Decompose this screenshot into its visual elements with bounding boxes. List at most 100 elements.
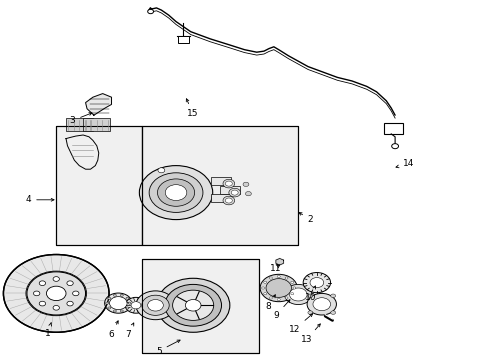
Text: 9: 9 (273, 300, 289, 320)
Text: 15: 15 (186, 99, 199, 118)
Circle shape (289, 288, 306, 301)
Circle shape (228, 188, 240, 197)
Circle shape (285, 277, 287, 279)
Circle shape (391, 144, 398, 149)
Circle shape (126, 307, 129, 309)
Bar (56, 126, 142, 245)
Circle shape (309, 278, 323, 288)
Bar (83, 118, 110, 131)
Text: 1: 1 (45, 323, 51, 338)
Bar (142, 259, 259, 353)
Text: 5: 5 (156, 340, 180, 356)
Circle shape (223, 179, 234, 188)
Circle shape (27, 272, 85, 315)
Bar (56, 126, 142, 245)
Circle shape (120, 310, 123, 312)
Text: 6: 6 (108, 321, 118, 338)
Circle shape (104, 293, 132, 313)
Circle shape (142, 295, 169, 315)
Circle shape (67, 301, 73, 306)
Circle shape (158, 168, 164, 173)
Circle shape (165, 185, 186, 201)
Circle shape (185, 300, 201, 311)
Circle shape (125, 297, 146, 313)
Circle shape (147, 9, 153, 14)
Circle shape (164, 284, 221, 326)
Circle shape (330, 311, 335, 314)
Circle shape (292, 287, 295, 289)
Circle shape (46, 286, 66, 301)
Circle shape (307, 294, 312, 298)
Circle shape (107, 297, 110, 299)
Circle shape (269, 297, 272, 299)
Circle shape (128, 302, 131, 304)
Circle shape (113, 310, 116, 312)
Circle shape (149, 173, 203, 212)
Circle shape (263, 281, 266, 283)
Circle shape (39, 281, 45, 285)
Circle shape (290, 293, 293, 295)
Bar (384, 123, 402, 134)
Circle shape (136, 291, 175, 320)
Circle shape (225, 181, 232, 186)
Circle shape (303, 273, 330, 293)
Circle shape (260, 274, 297, 302)
Text: 13: 13 (301, 324, 320, 343)
Circle shape (120, 294, 123, 296)
Bar (211, 194, 230, 202)
Circle shape (285, 297, 287, 299)
Text: 7: 7 (125, 323, 134, 338)
Circle shape (113, 294, 116, 296)
Circle shape (72, 291, 79, 296)
Circle shape (156, 278, 229, 332)
Bar (211, 177, 230, 185)
Circle shape (131, 302, 141, 309)
Bar (142, 259, 259, 353)
Circle shape (245, 192, 251, 196)
Circle shape (3, 255, 109, 332)
Circle shape (265, 279, 291, 297)
Circle shape (312, 298, 330, 311)
Circle shape (109, 297, 127, 310)
Circle shape (306, 293, 336, 315)
Text: 12: 12 (288, 314, 312, 334)
Circle shape (277, 275, 280, 278)
Circle shape (39, 301, 45, 306)
Circle shape (107, 307, 110, 309)
Circle shape (263, 293, 266, 295)
Text: 10: 10 (304, 286, 316, 302)
Text: 14: 14 (395, 159, 413, 168)
Bar (220, 186, 239, 194)
Circle shape (67, 281, 73, 285)
Circle shape (105, 302, 108, 304)
Bar (178, 36, 188, 43)
Circle shape (139, 166, 212, 220)
Circle shape (126, 297, 129, 299)
Text: 8: 8 (264, 295, 275, 311)
Polygon shape (85, 94, 111, 115)
Circle shape (290, 281, 293, 283)
Circle shape (147, 300, 163, 311)
Bar (66, 118, 93, 131)
Circle shape (53, 276, 60, 282)
Circle shape (307, 311, 312, 314)
Text: 3: 3 (69, 113, 92, 125)
Text: 2: 2 (298, 212, 313, 224)
Text: 4: 4 (25, 195, 54, 204)
Circle shape (223, 196, 234, 205)
Circle shape (172, 290, 213, 320)
Circle shape (225, 198, 232, 203)
Circle shape (269, 277, 272, 279)
Bar (142, 126, 298, 245)
Circle shape (330, 294, 335, 298)
Bar (142, 126, 298, 245)
Circle shape (231, 190, 238, 195)
Polygon shape (275, 258, 283, 265)
Circle shape (157, 179, 194, 206)
Circle shape (34, 291, 40, 296)
Circle shape (53, 305, 60, 310)
Circle shape (243, 182, 248, 186)
Circle shape (284, 284, 311, 305)
Text: 11: 11 (269, 264, 281, 273)
Circle shape (277, 298, 280, 301)
